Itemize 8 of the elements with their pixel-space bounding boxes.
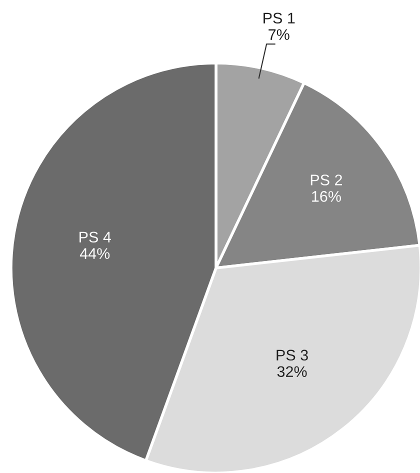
data-label: 32% — [277, 366, 307, 378]
slice-label: PS 4 — [80, 232, 111, 243]
slice-label: PS 3 — [276, 350, 308, 361]
slice-label: PS 1 — [264, 12, 295, 24]
slice-label: PS 2 — [310, 174, 342, 186]
data-label: 7% — [268, 29, 290, 40]
data-label: 16% — [312, 191, 341, 202]
data-label: 44% — [80, 248, 110, 259]
